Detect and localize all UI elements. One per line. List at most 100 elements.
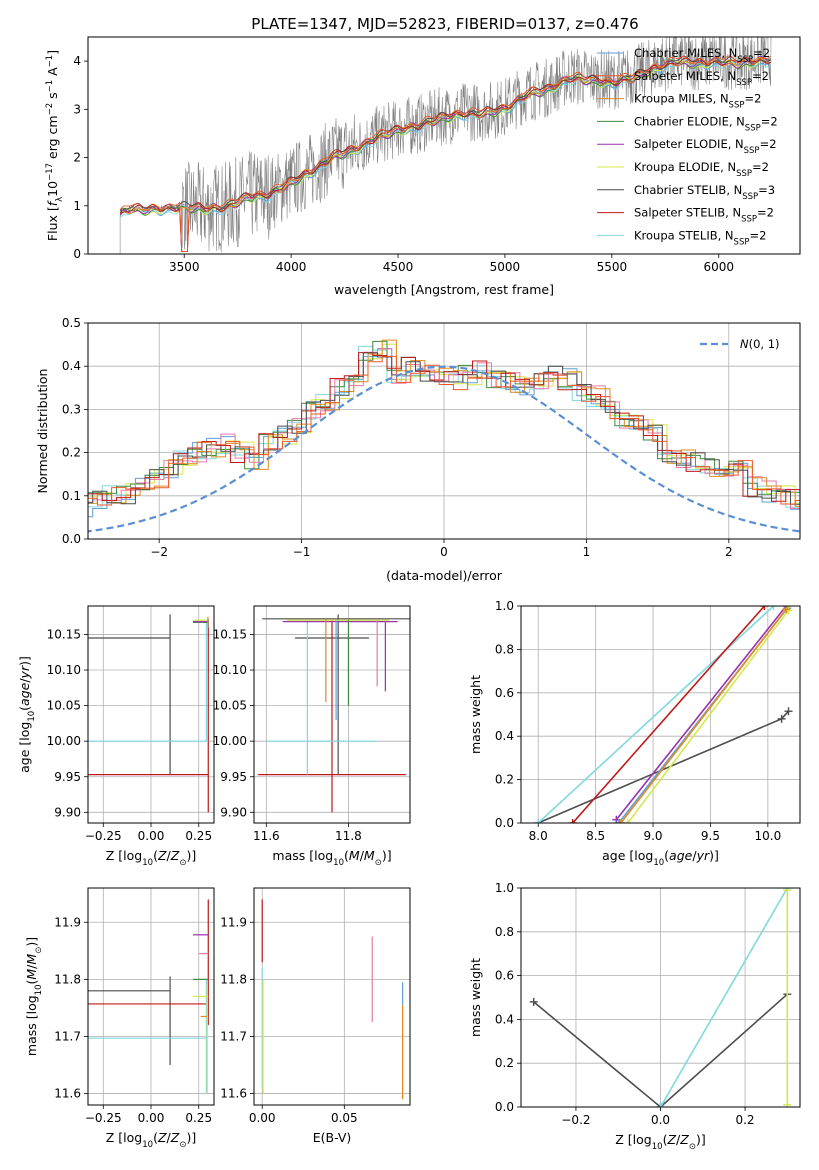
x-tick-label: 3500 (169, 260, 200, 274)
cumulative-line-kroupa-miles (620, 608, 787, 823)
y-axis-label: age [log10(age/yr)] (17, 656, 37, 773)
label-part: ⊙ (375, 858, 382, 868)
y-tick-label: 0.3 (62, 402, 81, 416)
cumulative-metallicity-panel: −0.2 0.0 0.20.00.20.40.60.81.0Z [log10(Z/Z… (468, 881, 801, 1152)
label-part: Kroupa MILES, N (634, 92, 729, 106)
label-part: Kroupa ELODIE, N (634, 160, 736, 174)
label-part: SSP (734, 237, 750, 247)
label-part: ( (153, 848, 158, 863)
label-part: s (45, 92, 60, 103)
label-part: / (676, 1132, 681, 1147)
label-part: / (167, 1130, 172, 1145)
label-part: A (45, 67, 60, 80)
label-part: Z (157, 1130, 167, 1145)
label-part: SSP (729, 101, 745, 111)
mass-vs-ebv-panel: 0.00 0.05 11.6 11.7 11.8 11.9 E(B-V) (220, 887, 411, 1145)
label-part: / (360, 848, 365, 863)
y-axis-label: Normed distribution (35, 369, 50, 494)
label-part: yr (17, 665, 32, 679)
label-part: 10 (333, 858, 344, 868)
label-part: 10 (142, 1140, 153, 1150)
legend-entry: Kroupa STELIB, NSSP=2 (634, 228, 766, 247)
label-part: )] (709, 848, 719, 863)
residual-histogram-panel: −2 −1 0 1 2 0.0 0.1 0.2 0.3 0.4 0.5 (data-model)/er… (35, 316, 801, 583)
label-part: ⊙ (179, 858, 186, 868)
plot-area (261, 899, 404, 1100)
label-part: mass [log (272, 848, 333, 863)
label-part: 10 (653, 858, 664, 868)
y-tick-label: 0.0 (495, 1100, 514, 1114)
axes-frame (253, 887, 411, 1106)
gridlines (88, 322, 800, 540)
label-part: ( (663, 1132, 668, 1147)
plot-area (258, 614, 410, 813)
cumulative-line-salpeter-stelib (572, 606, 765, 823)
x-axis-label: E(B-V) (313, 1130, 352, 1145)
histogram-salpeter-elodie (88, 348, 800, 509)
label-part: age (669, 848, 693, 863)
label-part: Chabrier MILES, N (634, 46, 737, 60)
legend-entry: Chabrier MILES, NSSP=2 (634, 46, 770, 65)
label-part: (0, 1) (749, 337, 780, 351)
label-part: Z (157, 848, 167, 863)
y-tick-label: 0.4 (62, 359, 81, 373)
label-part: −2 (45, 103, 55, 116)
cumulative-line-salpeter-elodie (615, 606, 787, 821)
label-part: ( (24, 980, 39, 985)
x-tick-label: 10.0 (754, 829, 781, 843)
x-tick-label: 6000 (703, 260, 734, 274)
label-part: 10 (27, 711, 37, 722)
histogram-chabrier-stelib (88, 352, 800, 505)
label-part: M (349, 848, 360, 863)
x-axis-label: Z [log10(Z/Z⊙)] (615, 1132, 705, 1152)
y-tick-label: 2 (73, 151, 81, 165)
label-part: =2 (752, 69, 769, 83)
x-tick-label: 0.25 (185, 1111, 212, 1125)
legend-entry: Kroupa MILES, NSSP=2 (634, 92, 761, 111)
x-tick-label: 11.8 (335, 829, 362, 843)
label-part: =2 (760, 137, 777, 151)
x-tick-label: −0.25 (85, 829, 122, 843)
model-spectrum-salpeter-miles (119, 55, 771, 253)
label-part: )] (24, 937, 39, 947)
x-tick-label: 9.5 (701, 829, 720, 843)
cumulative-line-chabrier-stelib (533, 993, 788, 1107)
label-part: =3 (758, 183, 775, 197)
x-tick-label: 4000 (276, 260, 307, 274)
label-part: )] (186, 848, 196, 863)
x-tick-label: 8.5 (586, 829, 605, 843)
label-part: / (24, 964, 39, 969)
label-part: =2 (752, 160, 769, 174)
x-tick-label: 0.25 (185, 829, 212, 843)
x-tick-label: −2 (150, 545, 168, 559)
axes-frame (87, 36, 801, 255)
label-part: SSP (737, 55, 753, 65)
label-part: )] (17, 656, 32, 666)
y-tick-label: 11.9 (220, 915, 247, 929)
label-part: erg cm (45, 115, 60, 163)
y-tick-label: 10.05 (47, 699, 81, 713)
label-part: Z [log (106, 1130, 142, 1145)
cumulative-age-panel: 8.0 8.5 9.0 9.5 10.0 0.0 0.2 0.4 0.6 0.8 1.0 age [l… (468, 599, 801, 868)
cumulative-line-kroupa-elodie (627, 609, 790, 823)
plot-area (88, 899, 209, 1094)
label-part: −1 (45, 80, 55, 93)
x-tick-label: 0.00 (138, 829, 165, 843)
legend-entry: Salpeter MILES, NSSP=2 (634, 69, 769, 88)
label-part: M (24, 954, 39, 965)
y-axis-label: mass weight (468, 675, 483, 754)
legend-entry: Salpeter ELODIE, NSSP=2 (634, 137, 777, 156)
y-tick-label: 9.90 (220, 805, 247, 819)
label-part: ( (344, 848, 349, 863)
label-part: M (364, 848, 375, 863)
y-tick-label: 9.90 (54, 805, 81, 819)
x-tick-label: 11.6 (253, 829, 280, 843)
label-part: ⊙ (34, 947, 44, 954)
y-tick-label: 0.1 (62, 489, 81, 503)
model-spectrum-kroupa-elodie (119, 58, 771, 253)
x-tick-label: 0.00 (249, 1111, 276, 1125)
label-part: Salpeter ELODIE, N (634, 137, 744, 151)
label-part: )] (696, 1132, 706, 1147)
